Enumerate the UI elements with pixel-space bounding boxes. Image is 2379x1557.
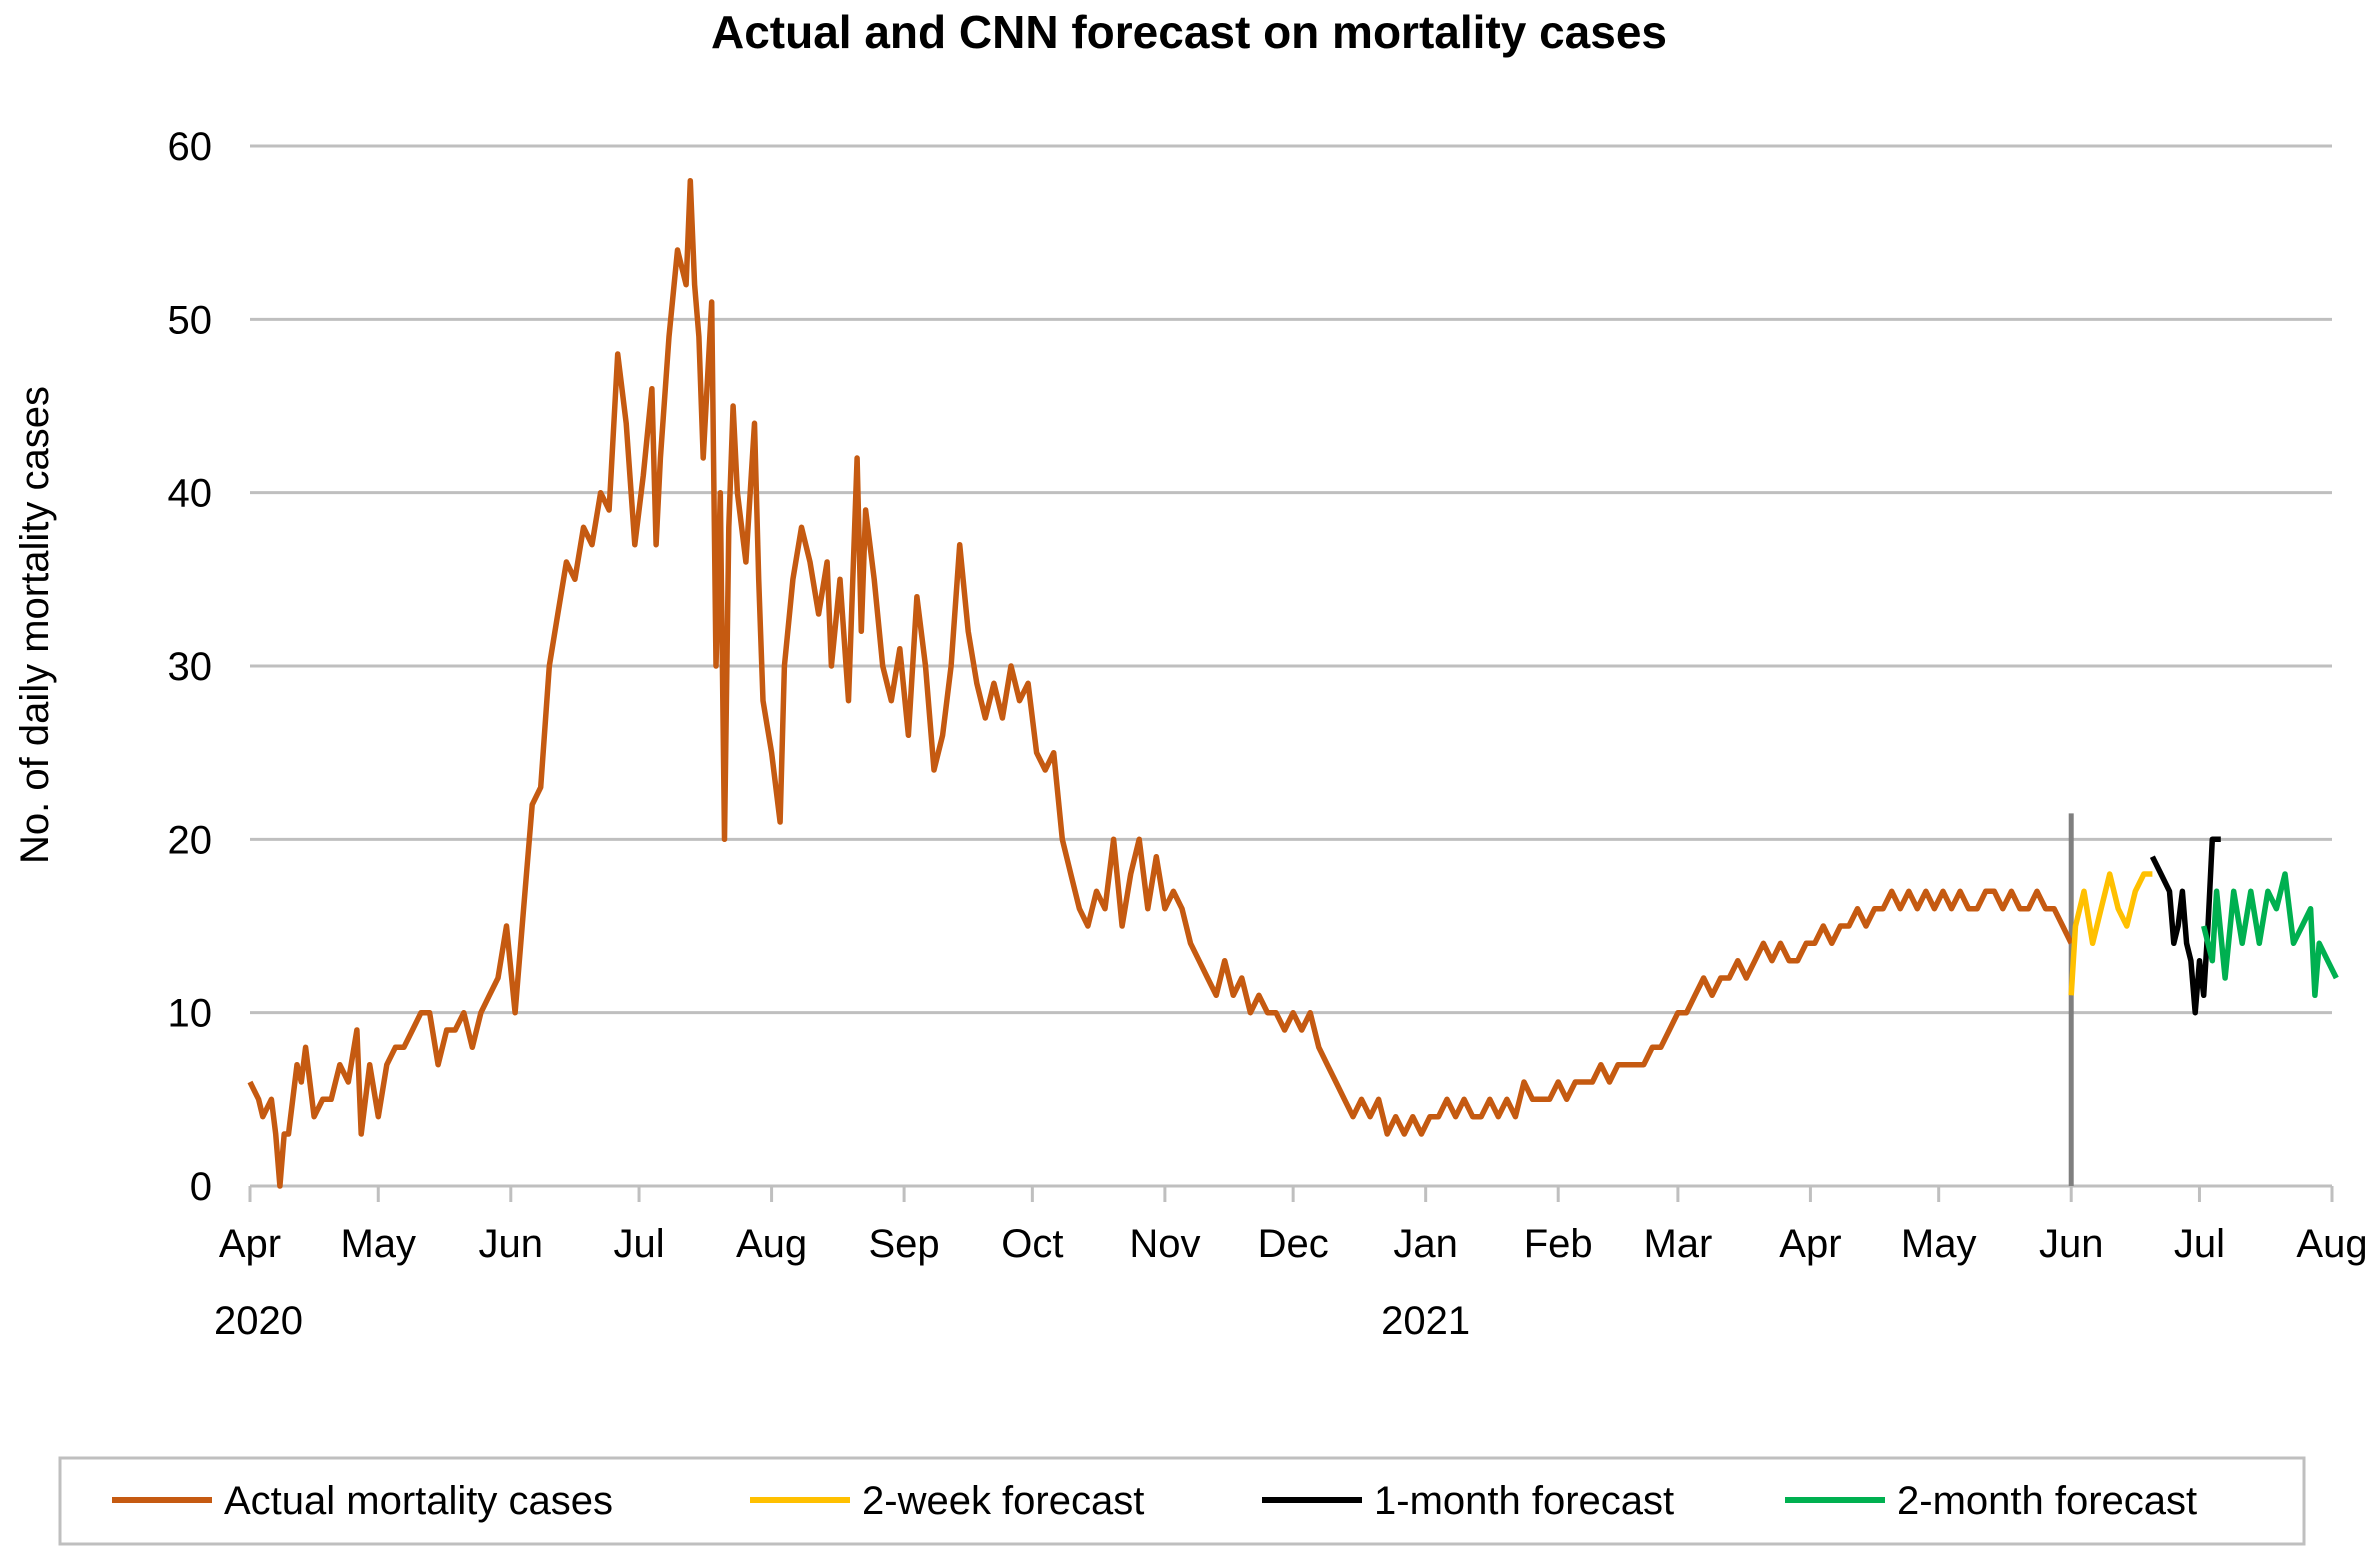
y-tick-label: 60 <box>168 125 213 169</box>
x-tick-label: Oct <box>1001 1222 1063 1266</box>
x-tick-label: May <box>1901 1222 1977 1266</box>
legend-label-1: 2-week forecast <box>862 1479 1144 1523</box>
legend: Actual mortality cases 2-week forecast 1-m… <box>58 1456 2306 1546</box>
y-tick-label: 50 <box>168 298 213 342</box>
x-tick-label: Jul <box>2174 1222 2225 1266</box>
x-tick-label: Nov <box>1129 1222 1200 1266</box>
y-tick-label: 40 <box>168 472 213 516</box>
year-label: 2021 <box>1381 1299 1470 1343</box>
x-tick-label: Sep <box>869 1222 940 1266</box>
series-line-1 <box>2068 871 2153 996</box>
gridlines <box>250 144 2332 1188</box>
x-tick-label: Jul <box>613 1222 664 1266</box>
year-label: 2020 <box>214 1299 303 1343</box>
x-tick-label: Feb <box>1524 1222 1593 1266</box>
y-axis-ticks: 0 10 20 30 40 50 60 <box>168 125 213 1209</box>
chart-title: Actual and CNN forecast on mortality cas… <box>711 6 1667 58</box>
x-tick-label: Jun <box>2039 1222 2104 1266</box>
legend-label-3: 2-month forecast <box>1897 1479 2197 1523</box>
x-tick-label: May <box>340 1222 416 1266</box>
legend-box <box>58 1456 2306 1546</box>
x-tick-label: Aug <box>2296 1222 2367 1266</box>
legend-label-0: Actual mortality cases <box>224 1479 613 1523</box>
y-axis-label: No. of daily mortality cases <box>13 386 57 864</box>
series-line-0 <box>247 177 2074 1189</box>
y-tick-label: 0 <box>190 1165 212 1209</box>
y-tick-label: 30 <box>168 645 213 689</box>
x-axis-ticks: Apr May Jun Jul Aug Sep Oct Nov Dec Jan Feb Mar Apr M… <box>214 1186 2368 1343</box>
x-tick-label: Apr <box>1779 1222 1841 1266</box>
x-tick-label: Apr <box>219 1222 281 1266</box>
x-tick-label: Dec <box>1258 1222 1329 1266</box>
x-tick-label: Jan <box>1393 1222 1458 1266</box>
y-tick-label: 10 <box>168 992 213 1036</box>
x-tick-label: Aug <box>736 1222 807 1266</box>
legend-label-2: 1-month forecast <box>1374 1479 1674 1523</box>
y-tick-label: 20 <box>168 818 213 862</box>
series-lines <box>247 177 2339 1189</box>
x-tick-label: Mar <box>1643 1222 1712 1266</box>
x-tick-label: Jun <box>479 1222 544 1266</box>
series-line-3 <box>2201 871 2339 999</box>
series-line-2 <box>2149 836 2221 1016</box>
